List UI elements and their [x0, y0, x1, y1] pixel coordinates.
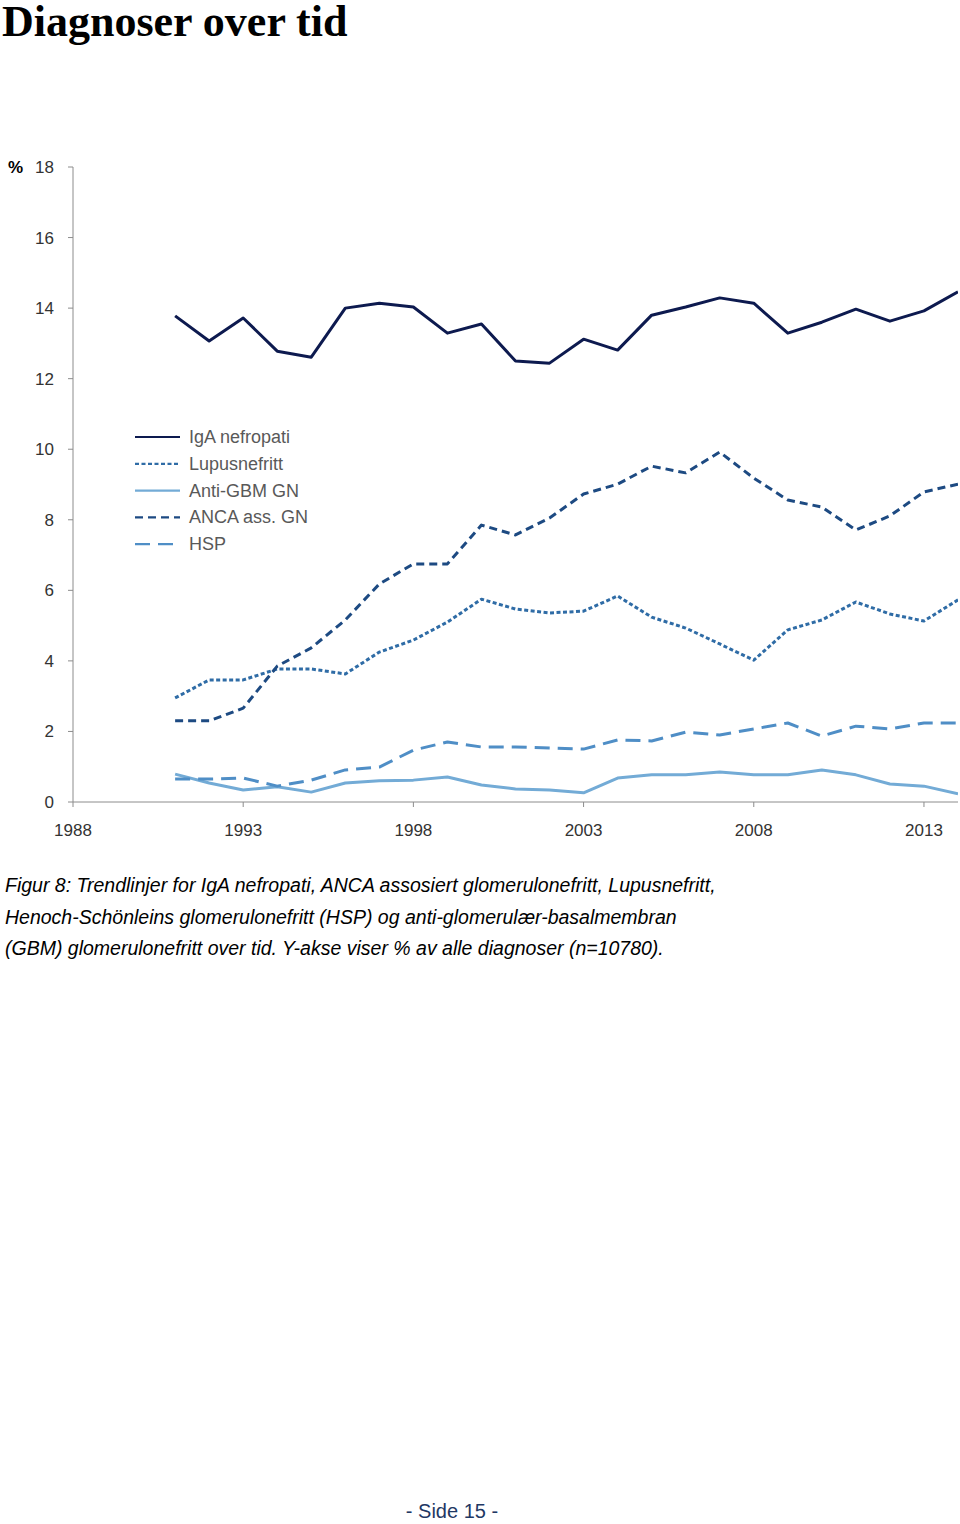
legend-swatch [135, 463, 180, 465]
y-tick-label: 12 [35, 370, 54, 389]
x-tick [583, 802, 584, 807]
axes: 0 2 4 6 8 10 12 14 16 18 1988 1993 1998 2003 2008 2013 [35, 158, 958, 840]
series-line [175, 292, 958, 363]
series-line [175, 723, 958, 786]
y-tick [68, 519, 73, 520]
legend-swatch [135, 490, 180, 492]
series-line [175, 452, 958, 721]
y-tick [68, 802, 73, 803]
y-tick-label: 16 [35, 229, 54, 248]
legend-label: HSP [189, 534, 226, 554]
series-line [175, 770, 958, 794]
y-tick [68, 237, 73, 238]
y-tick [68, 378, 73, 379]
caption: Figur 8: Trendlinjer for IgA nefropati, … [5, 874, 716, 959]
legend-label: Anti-GBM GN [189, 481, 299, 501]
legend-swatch [135, 516, 180, 518]
x-axis-line [73, 802, 958, 803]
y-tick-label: 8 [45, 511, 54, 530]
y-tick-label: 4 [45, 652, 54, 671]
y-tick-label: 6 [45, 581, 54, 600]
caption-line: (GBM) glomerulonefritt over tid. Y-akse … [5, 937, 664, 959]
y-tick [68, 308, 73, 309]
x-tick [753, 802, 754, 807]
legend-label: ANCA ass. GN [189, 507, 308, 527]
x-tick-label: 1993 [224, 821, 262, 840]
x-tick-label: 1998 [394, 821, 432, 840]
y-axis-line [73, 167, 74, 802]
caption-line: Figur 8: Trendlinjer for IgA nefropati, … [5, 874, 716, 896]
y-tick [68, 660, 73, 661]
series-line [175, 596, 958, 698]
x-tick [73, 802, 74, 807]
page-footer: - Side 15 - [406, 1500, 498, 1522]
y-axis-label: % [8, 158, 23, 177]
page-title: Diagnoser over tid [2, 0, 347, 46]
legend-label: Lupusnefritt [189, 454, 283, 474]
y-tick [68, 731, 73, 732]
legend-swatch [135, 436, 180, 438]
x-tick-label: 2008 [735, 821, 773, 840]
caption-line: Henoch-Schönleins glomerulonefritt (HSP)… [5, 906, 677, 928]
x-tick-label: 2013 [905, 821, 943, 840]
page: Diagnoser over tid% 0 2 4 6 8 10 12 14 16 18 1988 19… [0, 0, 960, 1524]
x-tick [413, 802, 414, 807]
y-tick-label: 2 [45, 722, 54, 741]
y-tick-label: 0 [45, 793, 54, 812]
y-tick-label: 14 [35, 299, 54, 318]
legend-swatch [135, 543, 180, 545]
y-tick-label: 18 [35, 158, 54, 177]
y-tick-label: 10 [35, 440, 54, 459]
x-tick-label: 2003 [565, 821, 603, 840]
legend: IgA nefropati Lupusnefritt Anti-GBM GN ANCA… [135, 427, 308, 554]
plot-area [175, 292, 958, 794]
x-tick-label: 1988 [54, 821, 92, 840]
x-tick [923, 802, 924, 807]
legend-label: IgA nefropati [189, 427, 290, 447]
y-tick [68, 590, 73, 591]
y-tick [68, 449, 73, 450]
x-tick [243, 802, 244, 807]
y-tick [68, 167, 73, 168]
